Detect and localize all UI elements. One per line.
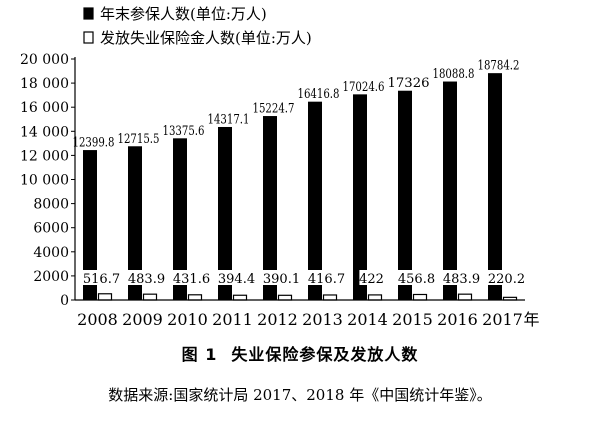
bar-insured-2016 [443, 81, 457, 301]
y-axis: 0 2000 4000 6000 8000 10 000 12 000 14 000 16 00… [20, 52, 76, 309]
legend-swatch-2 [83, 31, 94, 44]
bar-benefit-2015 [412, 293, 428, 301]
data-label-backdrop [127, 270, 166, 285]
x-tick-label-2012: 2012 [257, 310, 298, 329]
x-tick-label-2010: 2010 [167, 310, 208, 329]
chart-bars: 12399.8 516.7 12715.5 483.9 13375.6 431.6 1431… [73, 59, 526, 301]
data-label-backdrop [262, 270, 301, 285]
figure-number: 图 1 [181, 345, 218, 364]
data-label-benefit-2009: 483.9 [128, 272, 165, 287]
data-label-benefit-2016: 483.9 [443, 272, 480, 287]
x-axis: 2008 2009 2010 2011 2012 2013 2014 2015 2016 2017… [75, 299, 540, 329]
bar-benefit-2013 [322, 294, 338, 301]
x-tick-label-2015: 2015 [392, 310, 433, 329]
data-label-backdrop [397, 270, 436, 285]
data-label-insured-2017: 18784.2 [478, 59, 520, 74]
data-label-insured-2013: 16416.8 [298, 87, 340, 102]
data-label-insured-2011: 14317.1 [208, 112, 250, 127]
y-tick-label: 0 [60, 293, 69, 309]
x-tick-label-2009: 2009 [122, 310, 163, 329]
y-tick-label: 8000 [33, 197, 69, 213]
data-label-backdrop [172, 270, 211, 285]
data-label-backdrop [307, 270, 346, 285]
bar-chart: 年末参保人数(单位:万人) 发放失业保险金人数(单位:万人) 0 2000 4000 6… [20, 5, 540, 329]
data-label-benefit-2017: 220.2 [488, 272, 525, 287]
data-label-benefit-2010: 431.6 [173, 272, 210, 287]
data-label-backdrop [217, 270, 256, 285]
data-label-insured-2010: 13375.6 [163, 124, 205, 139]
data-label-backdrop [359, 270, 384, 285]
data-label-insured-2012: 15224.7 [253, 102, 295, 117]
data-label-benefit-2011: 394.4 [218, 272, 255, 287]
y-tick-label: 6000 [33, 221, 69, 237]
data-label-benefit-2015: 456.8 [398, 272, 435, 287]
x-tick-label-2008: 2008 [77, 310, 118, 329]
y-tick-label: 10 000 [20, 173, 69, 189]
legend-label-1: 年末参保人数(单位:万人) [100, 5, 267, 23]
y-tick-label: 2000 [33, 269, 69, 285]
data-label-benefit-2014: 422 [359, 272, 384, 287]
x-tick-label-2017: 2017 [482, 310, 523, 329]
chart-legend: 年末参保人数(单位:万人) 发放失业保险金人数(单位:万人) [83, 5, 312, 47]
x-tick-label-2013: 2013 [302, 310, 343, 329]
data-label-backdrop [487, 270, 526, 285]
x-axis-unit-label: 年 [524, 310, 540, 329]
data-source-note: 数据来源:国家统计局 2017、2018 年《中国统计年鉴》。 [108, 386, 492, 404]
bar-benefit-2016 [457, 293, 473, 301]
data-label-insured-2008: 12399.8 [73, 136, 115, 151]
bar-insured-2017 [488, 73, 502, 301]
bar-benefit-2014 [367, 294, 383, 301]
data-label-insured-2015: 17326 [388, 76, 430, 91]
data-label-insured-2014: 17024.6 [343, 80, 385, 95]
bar-insured-2014 [353, 94, 367, 301]
x-tick-label-2011: 2011 [212, 310, 253, 329]
bar-benefit-2008 [97, 293, 113, 301]
figure-title: 失业保险参保及发放人数 [231, 345, 419, 364]
data-label-benefit-2008: 516.7 [83, 272, 120, 287]
data-label-backdrop [82, 270, 121, 285]
bar-benefit-2011 [232, 294, 248, 301]
data-label-backdrop [442, 270, 481, 285]
y-tick-label: 12 000 [20, 148, 69, 164]
y-tick-label: 20 000 [20, 52, 69, 68]
y-tick-label: 4000 [33, 245, 69, 261]
x-tick-label-2014: 2014 [347, 310, 388, 329]
bar-benefit-2010 [187, 294, 203, 301]
y-tick-label: 18 000 [20, 76, 69, 92]
data-label-insured-2009: 12715.5 [118, 132, 160, 147]
legend-label-2: 发放失业保险金人数(单位:万人) [100, 29, 312, 47]
legend-swatch-1 [83, 7, 94, 20]
x-tick-label-2016: 2016 [437, 310, 478, 329]
data-label-benefit-2013: 416.7 [308, 272, 345, 287]
y-tick-label: 16 000 [20, 100, 69, 116]
figure-caption: 图 1 失业保险参保及发放人数 [0, 341, 600, 365]
bar-insured-2015 [398, 90, 412, 301]
bar-benefit-2012 [277, 294, 293, 301]
data-label-benefit-2012: 390.1 [263, 272, 300, 287]
bar-benefit-2009 [142, 293, 158, 301]
y-tick-label: 14 000 [20, 124, 69, 140]
data-label-insured-2016: 18088.8 [433, 67, 475, 82]
